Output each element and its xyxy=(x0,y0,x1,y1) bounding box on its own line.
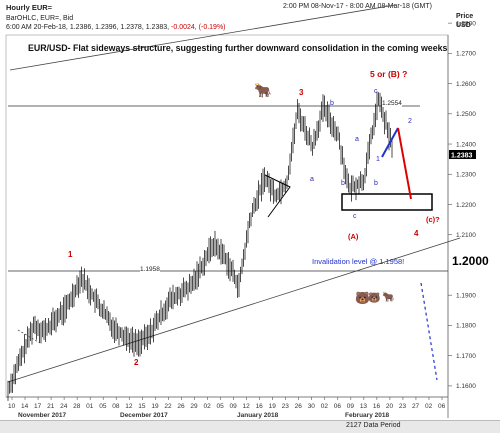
currency-label: USD xyxy=(456,22,471,29)
lower-channel-line xyxy=(7,237,461,383)
ohlc-change: -0.0024, (-0.19%) xyxy=(171,24,226,31)
instrument-line: BarOHLC, EUR=, Bid xyxy=(6,15,74,22)
x-tick-label: 01 xyxy=(86,403,94,410)
x-tick-label: 28 xyxy=(73,403,81,410)
status-bar xyxy=(0,420,500,433)
y-tick-label: 1.2500 xyxy=(456,111,476,118)
x-tick-label: 16 xyxy=(373,403,381,410)
x-tick-label: 22 xyxy=(164,403,172,410)
x-tick-label: 10 xyxy=(8,403,16,410)
x-tick-label: 27 xyxy=(412,403,420,410)
x-tick-label: 14 xyxy=(21,403,29,410)
level-label-high: 1.2554 xyxy=(382,100,402,107)
projection-down-line xyxy=(397,127,412,200)
y-tick-label: 1.1900 xyxy=(456,292,476,299)
subwave-label-2: 2 xyxy=(408,118,412,125)
y-tick-label: 1.1700 xyxy=(456,353,476,360)
chart-title: EUR/USD- Flat sideways structure, sugges… xyxy=(28,43,448,53)
y-tick-label: 1.2100 xyxy=(456,232,476,239)
x-tick-label: 21 xyxy=(47,403,55,410)
bull-icon-2: 🐂 xyxy=(382,292,395,303)
start-dash-line xyxy=(17,329,41,344)
bull-icon: 🐂 xyxy=(254,82,272,98)
x-month-label: February 2018 xyxy=(345,412,389,419)
subwave-label-b-box: b xyxy=(341,180,345,187)
y-tick-label: 1.2600 xyxy=(456,81,476,88)
y-tick-label: 1.1800 xyxy=(456,323,476,330)
x-tick-label: 02 xyxy=(203,403,211,410)
x-tick-label: 02 xyxy=(321,403,329,410)
last-price-label: 1.2383 xyxy=(451,153,473,160)
x-month-label: November 2017 xyxy=(18,412,66,419)
wave-label-c: (c)? xyxy=(426,215,440,224)
target-box xyxy=(341,193,433,211)
subwave-label-c-low: c xyxy=(353,213,357,220)
x-tick-label: 20 xyxy=(386,403,394,410)
y-tick-label: 1.1600 xyxy=(456,383,476,390)
projection-up-line xyxy=(381,127,399,158)
y-tick-label: 1.2300 xyxy=(456,172,476,179)
wave-label-3: 3 xyxy=(299,88,304,97)
x-tick-label: 05 xyxy=(216,403,224,410)
subwave-label-a-low: a xyxy=(310,176,314,183)
wave-label-A: (A) xyxy=(348,232,359,241)
y-tick-label: 1.2400 xyxy=(456,141,476,148)
last-price-box xyxy=(449,150,476,159)
x-tick-label: 17 xyxy=(34,403,42,410)
x-tick-label: 12 xyxy=(243,403,251,410)
wave-label-5-or-B: 5 or (B) ? xyxy=(370,69,408,79)
subwave-label-1: 1 xyxy=(376,156,380,163)
x-tick-label: 02 xyxy=(425,403,433,410)
x-tick-label: 05 xyxy=(99,403,107,410)
x-tick-label: 09 xyxy=(347,403,355,410)
subwave-label-a-mid: a xyxy=(355,136,359,143)
bear-icon: 🐻 xyxy=(355,291,370,305)
bear-icon-2: 🐻 xyxy=(368,293,381,304)
x-tick-label: 12 xyxy=(125,403,133,410)
ohlc-line: 6:00 AM 20-Feb-18, 1.2386, 1.2396, 1.237… xyxy=(6,24,226,31)
wave-label-1: 1 xyxy=(68,250,73,259)
y-tick-label: 1.2200 xyxy=(456,202,476,209)
invalidation-annotation: Invalidation level @ 1.1958! xyxy=(312,257,405,266)
x-tick-label: 29 xyxy=(190,403,198,410)
x-month-label: January 2018 xyxy=(237,412,279,419)
x-tick-label: 23 xyxy=(399,403,407,410)
invalidation-projection-line xyxy=(420,282,438,381)
x-tick-label: 26 xyxy=(177,403,185,410)
x-tick-label: 19 xyxy=(151,403,159,410)
wave-label-4: 4 xyxy=(414,229,419,238)
y-tick-label: 1.2800 xyxy=(456,20,476,27)
x-tick-label: 24 xyxy=(60,403,68,410)
ohlc-values: 6:00 AM 20-Feb-18, 1.2386, 1.2396, 1.237… xyxy=(6,24,170,31)
x-tick-label: 19 xyxy=(269,403,277,410)
upper-channel-line xyxy=(9,4,396,71)
window-title: Hourly EUR= xyxy=(6,3,53,12)
wave-label-2: 2 xyxy=(134,358,139,367)
plot-frame xyxy=(5,34,449,398)
price-label: Price xyxy=(456,13,474,20)
y-tick-label: 1.2700 xyxy=(456,51,476,58)
level-label-low: 1.1958 xyxy=(140,266,160,273)
subwave-label-c-top: c xyxy=(374,88,378,95)
x-tick-label: 13 xyxy=(360,403,368,410)
x-tick-label: 15 xyxy=(138,403,146,410)
x-tick-label: 06 xyxy=(438,403,446,410)
triangle-pattern xyxy=(264,174,291,218)
x-tick-label: 08 xyxy=(112,403,120,410)
x-tick-label: 06 xyxy=(334,403,342,410)
status-line: 2:00 PM 08-Nov-17 - 8:00 AM 08-Mar-18 (G… xyxy=(283,3,432,10)
x-tick-label: 30 xyxy=(308,403,316,410)
x-tick-label: 26 xyxy=(295,403,303,410)
big-tick-label: 1.2000 xyxy=(452,254,489,268)
data-period-label: 2127 Data Period xyxy=(346,422,401,429)
x-tick-label: 16 xyxy=(256,403,264,410)
x-month-label: December 2017 xyxy=(120,412,168,419)
subwave-label-b-low: b xyxy=(374,180,378,187)
subwave-label-b-top: b xyxy=(330,100,334,107)
x-tick-label: 09 xyxy=(230,403,238,410)
x-tick-label: 23 xyxy=(282,403,290,410)
